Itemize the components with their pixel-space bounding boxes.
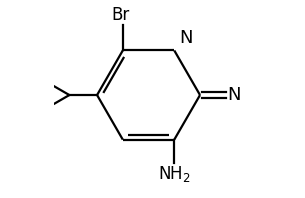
- Text: Br: Br: [112, 6, 130, 24]
- Text: NH$_2$: NH$_2$: [158, 164, 191, 184]
- Text: N: N: [228, 86, 241, 104]
- Text: N: N: [179, 30, 193, 48]
